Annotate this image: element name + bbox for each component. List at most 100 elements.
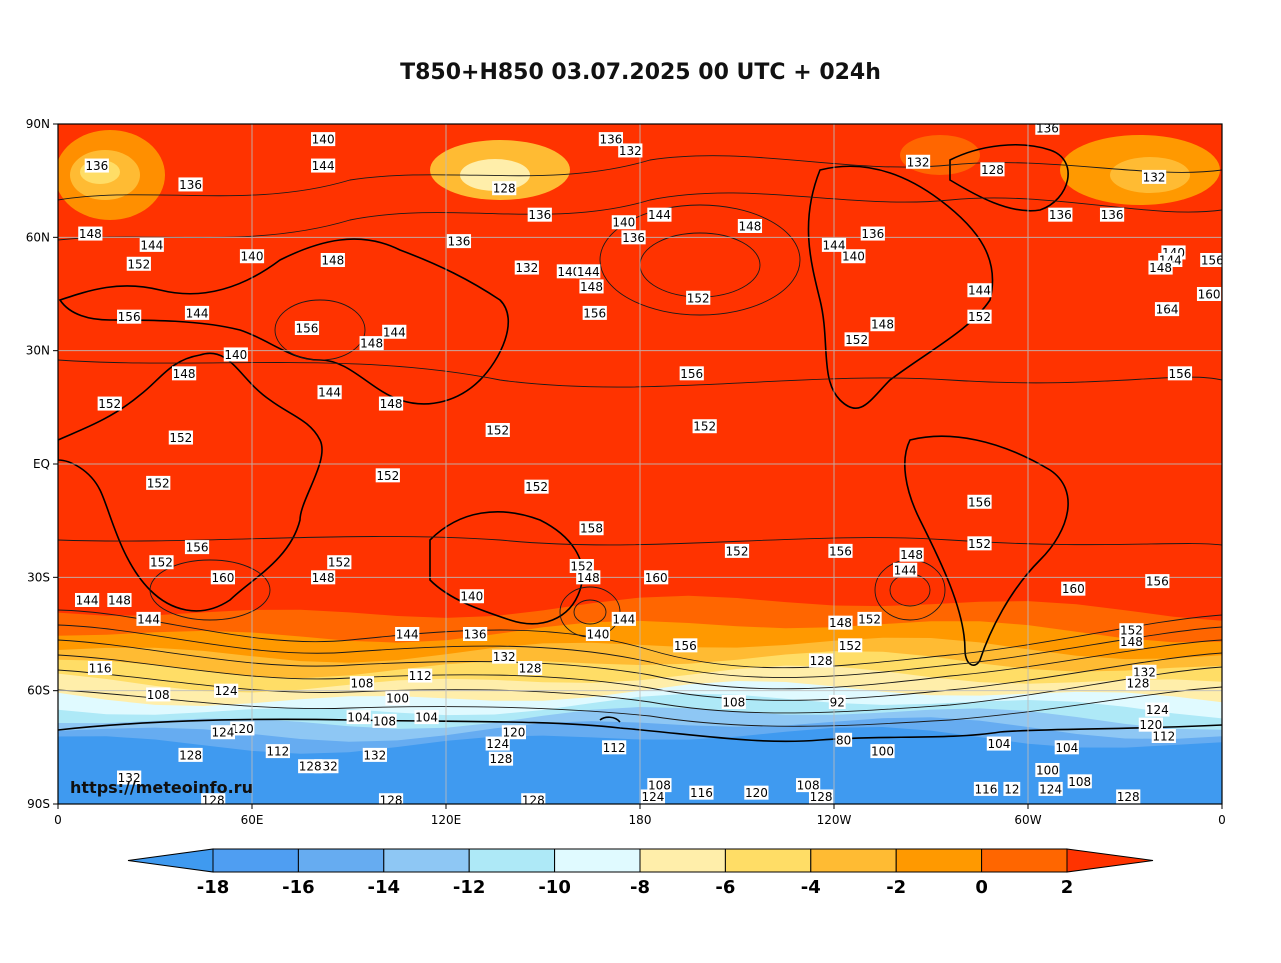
svg-text:160: 160 — [645, 571, 668, 585]
graticule — [58, 124, 1222, 804]
colorbar-level-label: -8 — [630, 877, 650, 898]
svg-text:148: 148 — [1120, 635, 1143, 649]
svg-text:148: 148 — [1149, 261, 1172, 275]
contour-label: 148 — [78, 226, 103, 241]
contour-label: 156 — [582, 305, 607, 320]
svg-text:128: 128 — [522, 794, 545, 808]
svg-text:120: 120 — [502, 726, 525, 740]
contour-label: 128 — [298, 759, 323, 774]
svg-text:112: 112 — [603, 741, 626, 755]
colorbar-level-label: -6 — [715, 877, 735, 898]
contour-label: 148 — [899, 547, 924, 562]
contour-label: 124 — [1145, 702, 1170, 717]
svg-text:160: 160 — [1062, 582, 1085, 596]
contour-label: 128 — [488, 751, 514, 766]
svg-text:120: 120 — [1139, 718, 1162, 732]
svg-text:152: 152 — [726, 544, 749, 558]
svg-text:120: 120 — [745, 786, 768, 800]
svg-text:144: 144 — [312, 159, 335, 173]
svg-text:152: 152 — [968, 537, 991, 551]
watermark: https://meteoinfo.ru — [70, 778, 253, 797]
contour-label: 112 — [602, 740, 627, 755]
svg-text:156: 156 — [674, 639, 697, 653]
svg-text:152: 152 — [98, 397, 121, 411]
contour-label: 136 — [446, 234, 472, 249]
svg-text:100: 100 — [386, 692, 409, 706]
svg-text:108: 108 — [722, 696, 745, 710]
svg-text:156: 156 — [1201, 254, 1224, 268]
svg-text:100: 100 — [871, 745, 894, 759]
colorbar-level-label: 0 — [975, 877, 988, 898]
svg-text:104: 104 — [347, 711, 370, 725]
svg-text:120: 120 — [231, 722, 254, 736]
contour-label: 136 — [463, 627, 488, 642]
svg-text:108: 108 — [1068, 775, 1091, 789]
svg-text:144: 144 — [577, 265, 600, 279]
colorbar-level-label: -12 — [453, 877, 486, 898]
contour-label: 152 — [126, 256, 151, 271]
contour-label: 108 — [372, 713, 397, 728]
svg-text:148: 148 — [580, 280, 603, 294]
contour-label: 12 — [1003, 781, 1021, 796]
contour-label: 148 — [378, 396, 404, 411]
lat-tick-label: 90S — [27, 797, 50, 811]
svg-text:116: 116 — [690, 786, 713, 800]
svg-text:80: 80 — [836, 733, 851, 747]
svg-text:152: 152 — [687, 291, 710, 305]
svg-text:144: 144 — [823, 238, 846, 252]
contour-label: 136 — [1099, 207, 1125, 222]
svg-text:124: 124 — [641, 790, 664, 804]
contour-label: 156 — [679, 366, 704, 381]
contour-label: 124 — [485, 736, 510, 751]
contour-label: 136 — [621, 230, 646, 245]
contour-label: 152 — [524, 479, 549, 494]
contour-label: 116 — [973, 781, 999, 796]
svg-text:132: 132 — [363, 748, 386, 762]
contour-label: 140 — [585, 627, 611, 642]
svg-text:148: 148 — [871, 318, 894, 332]
colorbar-level-label: -4 — [801, 877, 821, 898]
contour-label: 128 — [492, 181, 517, 196]
svg-text:160: 160 — [211, 571, 234, 585]
svg-text:132: 132 — [1143, 170, 1166, 184]
svg-text:136: 136 — [528, 208, 551, 222]
contour-label: 128 — [980, 162, 1005, 177]
contour-label: 104 — [346, 710, 371, 725]
contour-label: 144 — [611, 611, 636, 626]
lat-tick-label: 60N — [26, 230, 50, 244]
height-contours — [58, 155, 1222, 727]
svg-text:144: 144 — [612, 612, 635, 626]
lon-tick-label: 120E — [431, 813, 462, 827]
svg-text:148: 148 — [577, 571, 600, 585]
contour-label: 132 — [492, 649, 517, 664]
contour-label: 108 — [1067, 774, 1092, 789]
contour-label: 140 — [459, 589, 484, 604]
svg-text:136: 136 — [861, 227, 884, 241]
svg-text:152: 152 — [693, 420, 716, 434]
contour-label: 136 — [1035, 124, 1060, 135]
svg-text:144: 144 — [140, 238, 163, 252]
svg-text:148: 148 — [79, 227, 102, 241]
contour-label: 160 — [1061, 581, 1086, 596]
svg-text:140: 140 — [842, 250, 865, 264]
contour-label: 148 — [1148, 260, 1173, 275]
contour-label: 144 — [395, 627, 420, 642]
svg-text:144: 144 — [186, 306, 209, 320]
svg-text:108: 108 — [797, 779, 820, 793]
svg-text:112: 112 — [1152, 730, 1175, 744]
svg-text:148: 148 — [312, 571, 335, 585]
svg-text:128: 128 — [202, 794, 225, 808]
lon-tick-label: 120W — [817, 813, 852, 827]
contour-label: 148 — [311, 570, 336, 585]
contour-label: 132 — [905, 154, 931, 169]
contour-label: 152 — [375, 468, 400, 483]
contour-label: 104 — [414, 710, 439, 725]
contour-label: 108 — [796, 778, 821, 793]
contour-label: 148 — [107, 593, 132, 608]
longitude-axis: 0 60E 120E 180 120W 60W 0 — [54, 804, 1226, 827]
contour-label: 144 — [893, 562, 918, 577]
contour-label: 140 — [311, 132, 336, 147]
contour-label: 144 — [139, 237, 164, 252]
contour-label: 148 — [828, 615, 853, 630]
